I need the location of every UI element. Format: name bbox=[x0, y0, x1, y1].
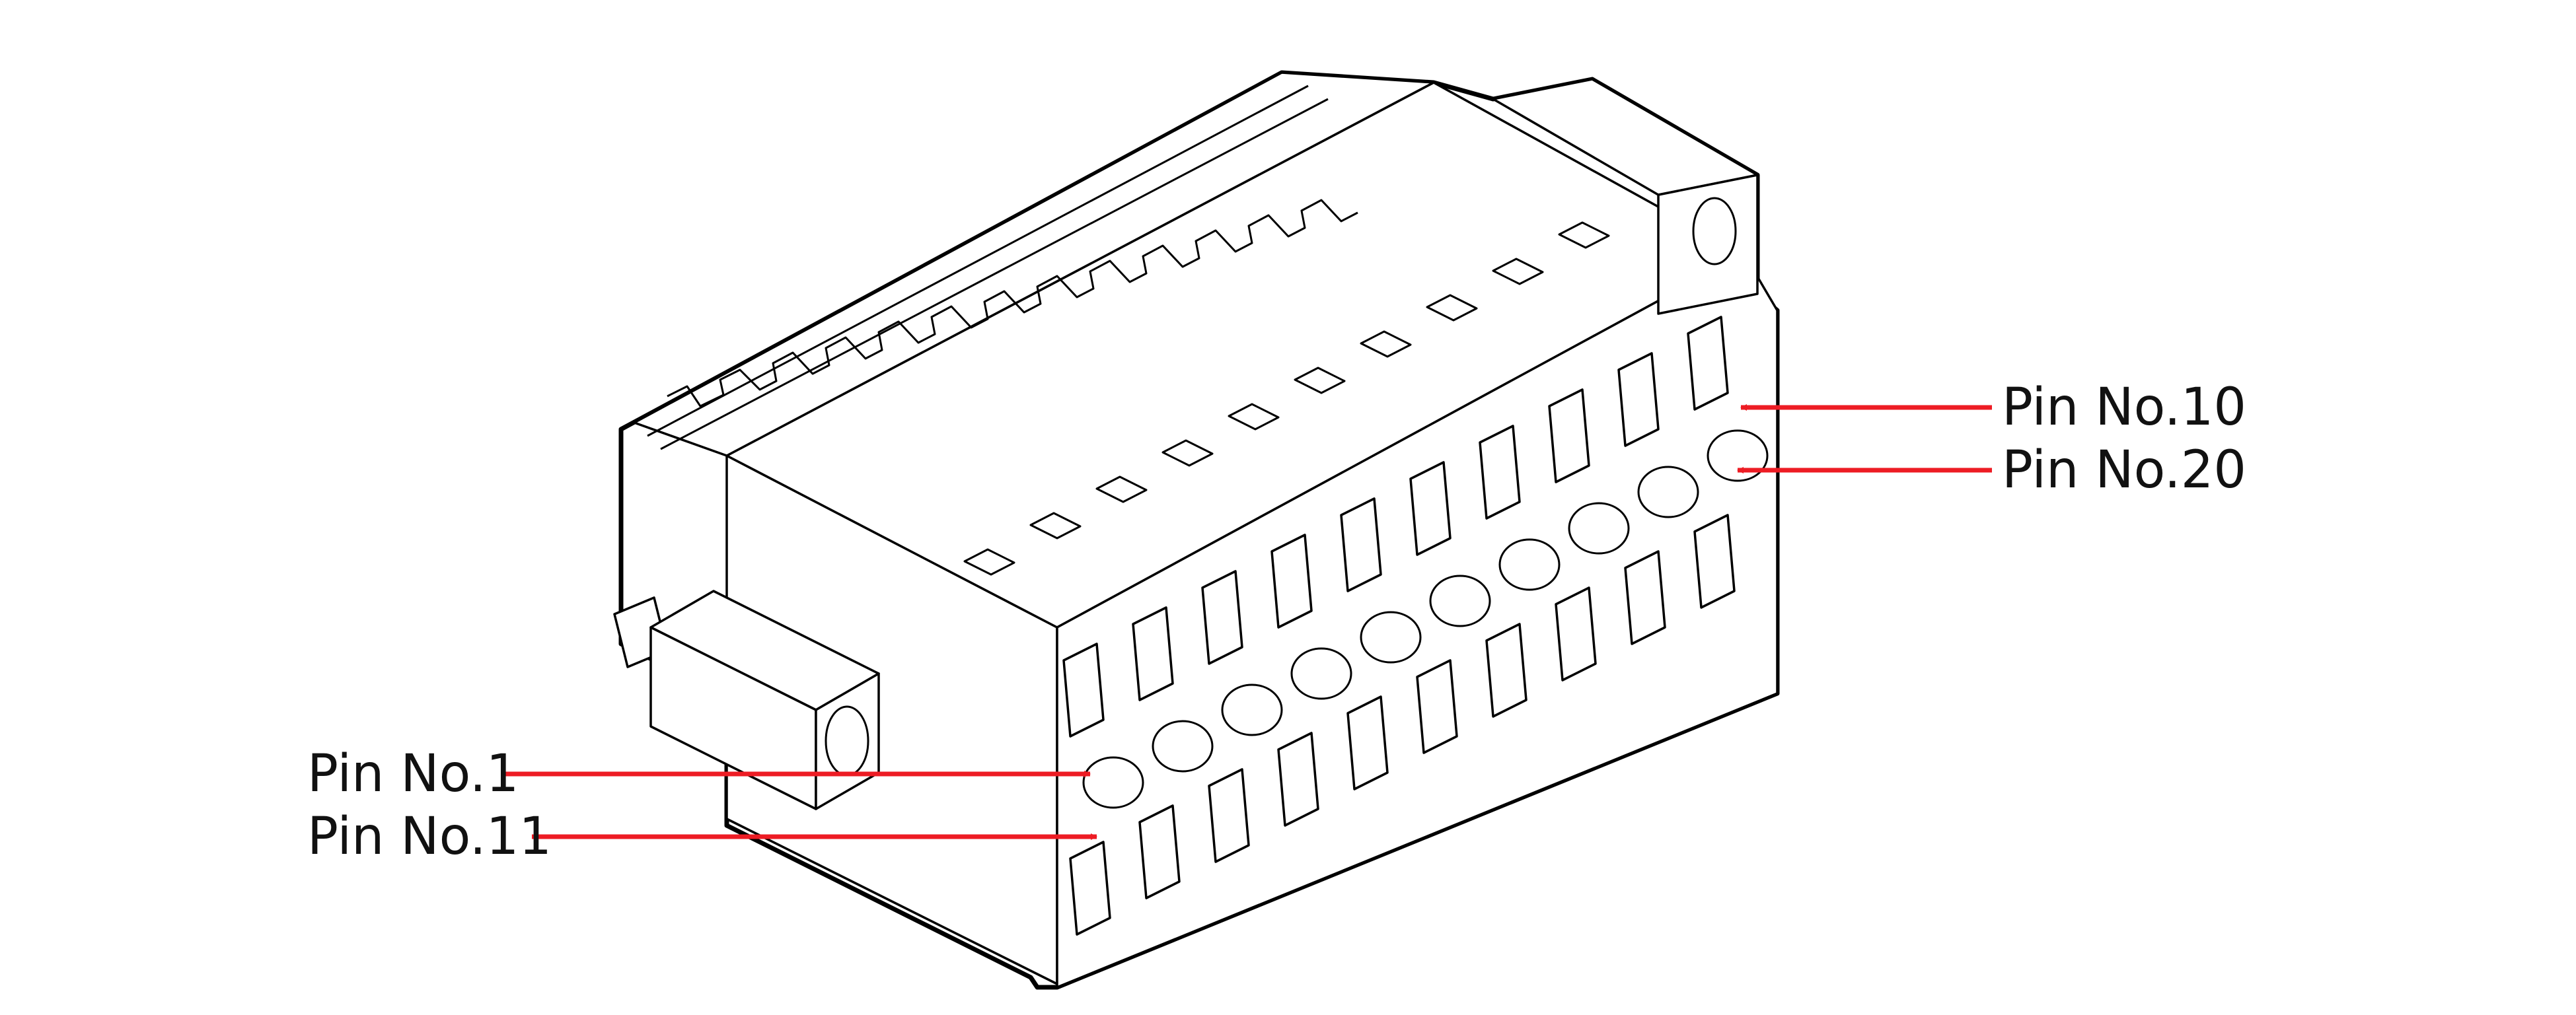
pin-slots-row-2 bbox=[1069, 514, 1736, 936]
pin-11-label: Pin No.11 bbox=[307, 807, 552, 866]
pin-slots-row-1 bbox=[1062, 316, 1729, 738]
rear-latch-ridge bbox=[633, 71, 1435, 457]
pin-10-label: Pin No.10 bbox=[2002, 378, 2246, 437]
connector-body bbox=[613, 70, 1780, 990]
pin-1-label: Pin No.1 bbox=[307, 744, 519, 804]
right-mounting-flange bbox=[1492, 78, 1759, 315]
pin-labels: Pin No.1 Pin No.11 Pin No.10 Pin No.20 bbox=[307, 378, 2246, 866]
pin-20-label: Pin No.20 bbox=[2002, 440, 2246, 500]
top-windows bbox=[963, 221, 1610, 576]
callout-arrows bbox=[502, 404, 1992, 840]
wire-openings bbox=[1082, 429, 1769, 809]
